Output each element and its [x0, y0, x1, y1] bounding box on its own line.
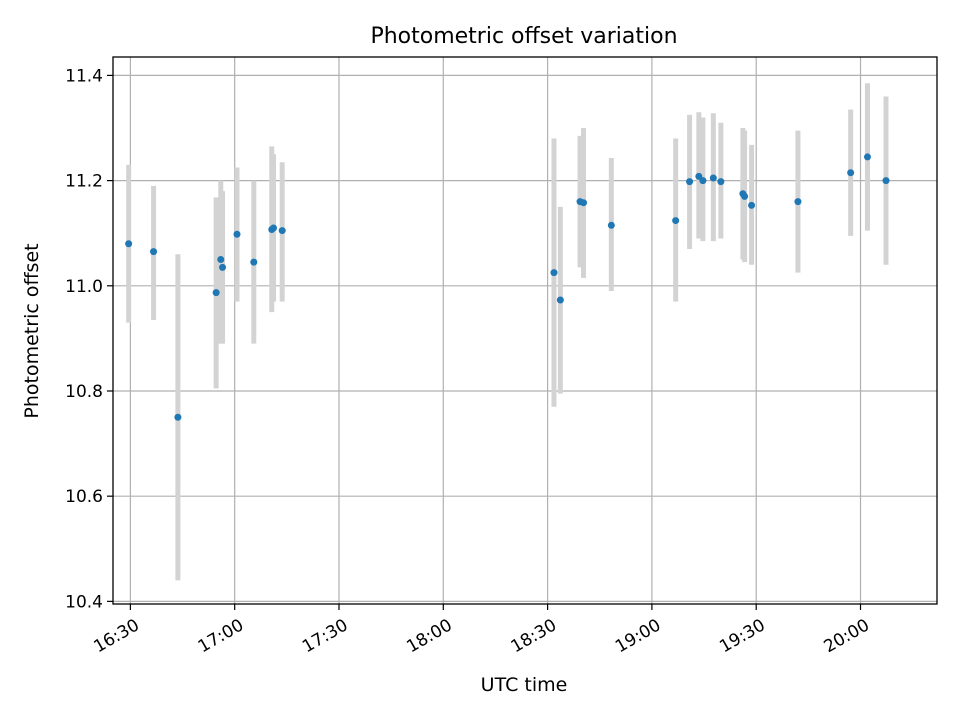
data-point: [709, 174, 717, 182]
data-point: [717, 178, 725, 186]
data-point: [219, 263, 227, 271]
y-tick-label: 11.0: [65, 277, 103, 297]
y-tick-label: 11.2: [65, 172, 103, 192]
data-point: [250, 258, 258, 266]
data-point: [125, 240, 133, 248]
data-point: [741, 192, 749, 200]
y-tick-label: 10.4: [65, 592, 103, 612]
data-point: [847, 169, 855, 177]
y-tick-label: 10.6: [65, 487, 103, 507]
chart-title: Photometric offset variation: [370, 24, 677, 49]
y-axis-ticks: 10.4 10.6 10.8 11.0 11.2 11.4: [65, 66, 113, 612]
y-axis-label: Photometric offset: [21, 243, 43, 418]
data-points: [125, 153, 890, 421]
data-point: [556, 296, 564, 304]
plot-frame: [112, 56, 938, 605]
data-point: [607, 221, 615, 229]
data-point: [217, 255, 225, 263]
data-point: [270, 224, 278, 232]
data-point: [150, 248, 158, 256]
y-tick-label: 10.8: [65, 382, 103, 402]
x-axis-label: UTC time: [481, 674, 568, 696]
data-point: [174, 413, 182, 421]
data-point: [686, 178, 694, 186]
data-point: [672, 217, 680, 225]
data-point: [882, 177, 890, 185]
data-point: [699, 177, 707, 185]
data-point: [794, 198, 802, 206]
y-tick-label: 11.4: [65, 66, 103, 86]
data-point: [863, 153, 871, 161]
data-point: [278, 227, 286, 235]
data-point: [580, 199, 588, 207]
data-point: [550, 269, 558, 277]
data-point: [748, 201, 756, 209]
data-point: [233, 230, 241, 238]
data-point: [212, 289, 220, 297]
